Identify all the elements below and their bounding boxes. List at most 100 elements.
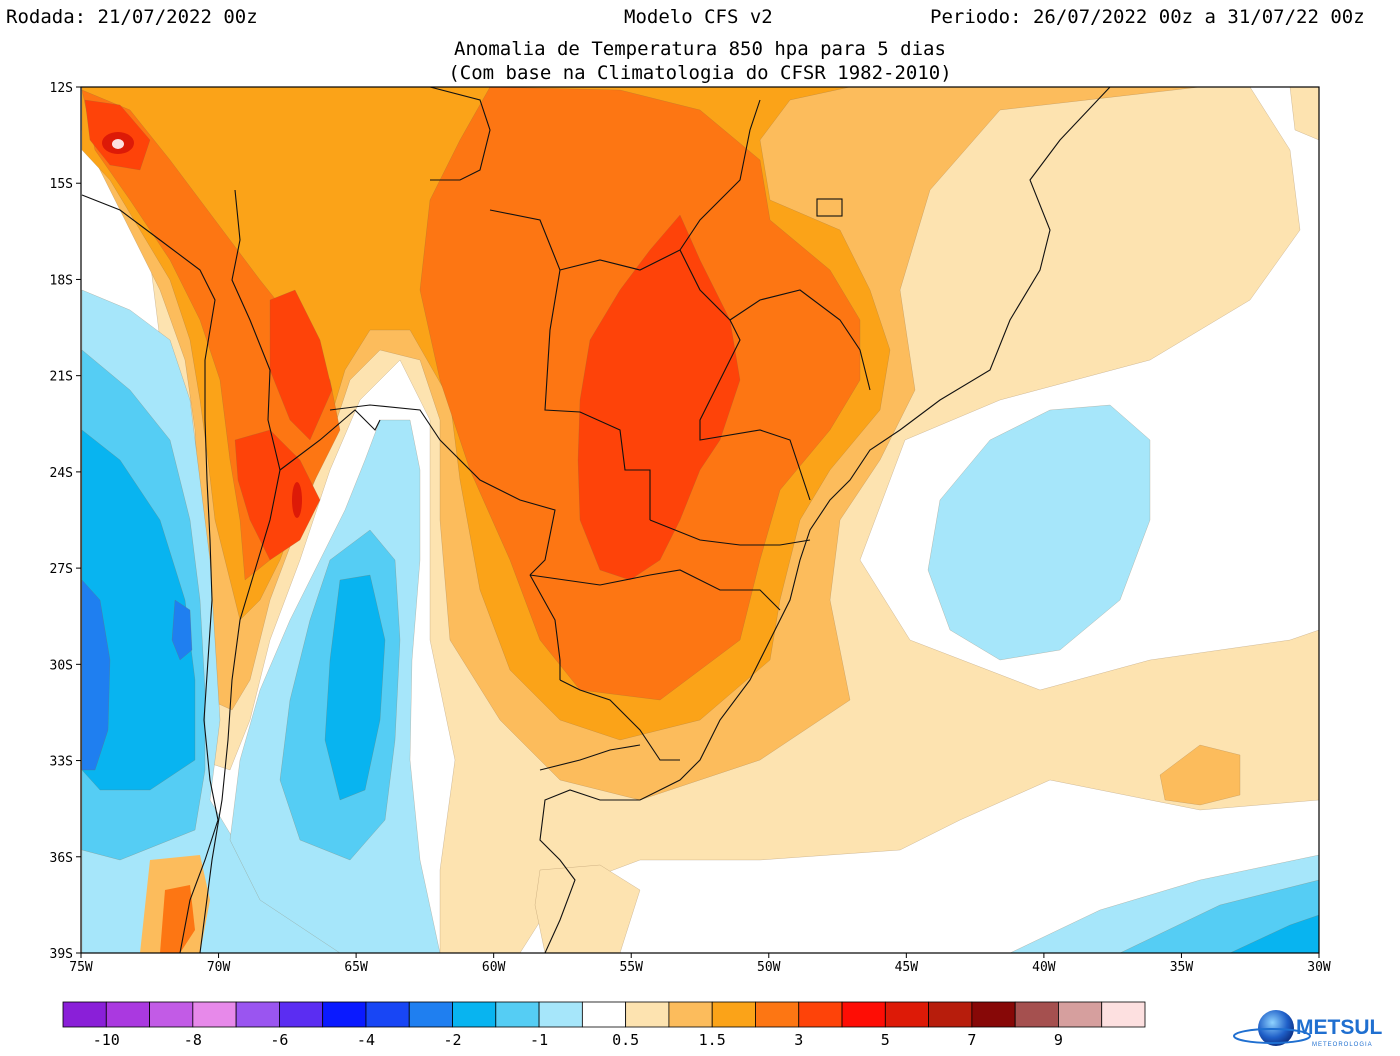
colorbar-swatch [1101, 1001, 1146, 1028]
lat-tick-label: 36S [50, 851, 73, 866]
anomaly-peak [112, 139, 124, 149]
colorbar-swatch [971, 1001, 1016, 1028]
border-bolivia-brazil [429, 87, 491, 181]
colorbar-swatch [625, 1001, 670, 1028]
colorbar-swatch [711, 1001, 756, 1028]
colorbar-label: 1.5 [699, 1031, 726, 1049]
logo-text: METSUL [1296, 1016, 1383, 1039]
anomaly-band-0.5 [534, 864, 641, 953]
anomaly-band-1.5 [1159, 744, 1241, 806]
colorbar-swatch [235, 1001, 280, 1028]
lon-tick-label: 45W [895, 960, 919, 975]
colorbar-swatch [581, 1001, 627, 1028]
federal-district [816, 198, 843, 217]
atlantic-coastline [539, 87, 1111, 953]
lon-tick-label: 55W [619, 960, 643, 975]
anomaly-field [81, 87, 1319, 953]
colorbar-label: -10 [93, 1031, 120, 1049]
lat-tick-label: 15S [50, 177, 73, 192]
border-bolivia-paraguay [329, 404, 556, 576]
anomaly-peak [292, 482, 302, 518]
river-plate [539, 744, 641, 771]
anomaly-band-neg-4 [81, 579, 111, 771]
anomaly-patch [160, 885, 195, 953]
colorbar-label: 0.5 [612, 1031, 639, 1049]
colorbar-label: 5 [881, 1031, 890, 1049]
border-uruguay [559, 679, 680, 761]
country-borders [81, 87, 1111, 953]
lat-tick-label: 39S [50, 947, 73, 962]
lon-tick-label: 70W [207, 960, 231, 975]
lat-tick-label: 27S [50, 562, 73, 577]
colorbar-swatch [538, 1001, 583, 1028]
lon-tick-label: 75W [69, 960, 93, 975]
lat-tick-label: 33S [50, 755, 73, 770]
colorbar-swatch [495, 1001, 540, 1028]
logo-subtext: METEOROLOGIA [1312, 1042, 1373, 1048]
colorbar-label: -8 [184, 1031, 202, 1049]
lon-tick-label: 65W [344, 960, 368, 975]
colorbar-swatch [408, 1001, 453, 1028]
anomaly-band-neg-2 [324, 574, 386, 801]
border-brazil-states-3 [679, 249, 871, 391]
colorbar-swatch [928, 1001, 973, 1028]
border-argentina-brazil [529, 574, 561, 680]
anomaly-band-neg-se [1229, 914, 1319, 953]
border-brazil-states-2 [559, 99, 761, 271]
colorbar-label: 7 [967, 1031, 976, 1049]
latitude-axis: 12S 15S 18S 21S 24S 27S 30S 33S 36S 39S [50, 81, 81, 962]
colorbar-label: -2 [443, 1031, 461, 1049]
globe-icon: METSUL METEOROLOGIA [1233, 1010, 1383, 1048]
colorbar: -10 -8 -6 -4 -2 -1 0.5 1.5 3 5 7 9 [62, 1001, 1146, 1049]
colorbar-swatch [365, 1001, 410, 1028]
anomaly-band-7 [234, 429, 321, 561]
border-brazil-states-4 [699, 319, 811, 501]
border-brazil-states-1 [489, 209, 651, 520]
colorbar-swatch [192, 1001, 237, 1028]
colorbar-label: -6 [270, 1031, 288, 1049]
anomaly-band-neg-2 [81, 429, 196, 791]
forecast-period: Periodo: 26/07/2022 00z a 31/07/22 00z [930, 6, 1365, 28]
anomaly-band-neg-4 [171, 599, 193, 661]
colorbar-swatch [755, 1001, 800, 1028]
lat-tick-label: 30S [50, 658, 73, 673]
pacific-coastline [81, 194, 219, 953]
lon-tick-label: 30W [1307, 960, 1331, 975]
colorbar-label: -1 [530, 1031, 548, 1049]
anomaly-band-neg-1-atlantic [927, 404, 1151, 661]
andes-border [199, 189, 281, 953]
anomaly-band-7 [577, 214, 741, 581]
colorbar-swatch [1058, 1001, 1103, 1028]
colorbar-swatch [1014, 1001, 1059, 1028]
map-subtitle: (Com base na Climatologia do CFSR 1982-2… [448, 62, 952, 84]
run-date: Rodada: 21/07/2022 00z [6, 6, 258, 28]
border-brazil-states-5 [649, 519, 811, 546]
colorbar-swatch [452, 1001, 497, 1028]
lon-tick-label: 35W [1170, 960, 1194, 975]
anomaly-band-7 [269, 289, 333, 441]
colorbar-label: 9 [1054, 1031, 1063, 1049]
map-frame [80, 86, 1320, 954]
longitude-axis: 75W 70W 65W 60W 55W 50W 45W 40W 35W 30W [69, 953, 1331, 975]
colorbar-swatch [668, 1001, 713, 1028]
colorbar-swatch [798, 1001, 843, 1028]
model-name: Modelo CFS v2 [624, 6, 773, 28]
lat-tick-label: 18S [50, 273, 73, 288]
colorbar-swatch [62, 1001, 107, 1028]
lon-tick-label: 40W [1032, 960, 1056, 975]
metsul-logo: METSUL METEOROLOGIA [1232, 1006, 1392, 1052]
border-brazil-states-6 [529, 569, 781, 611]
border-argentina-north [279, 409, 381, 471]
anomaly-band-0.5 [1289, 87, 1319, 141]
lat-tick-label: 24S [50, 466, 73, 481]
colorbar-label: 3 [794, 1031, 803, 1049]
lon-tick-label: 60W [482, 960, 506, 975]
colorbar-label: -4 [357, 1031, 375, 1049]
colorbar-swatch [278, 1001, 324, 1028]
lat-tick-label: 12S [50, 81, 73, 96]
lat-tick-label: 21S [50, 370, 73, 385]
colorbar-swatch [105, 1001, 150, 1028]
colorbar-swatch [884, 1001, 930, 1028]
colorbar-swatch [149, 1001, 194, 1028]
